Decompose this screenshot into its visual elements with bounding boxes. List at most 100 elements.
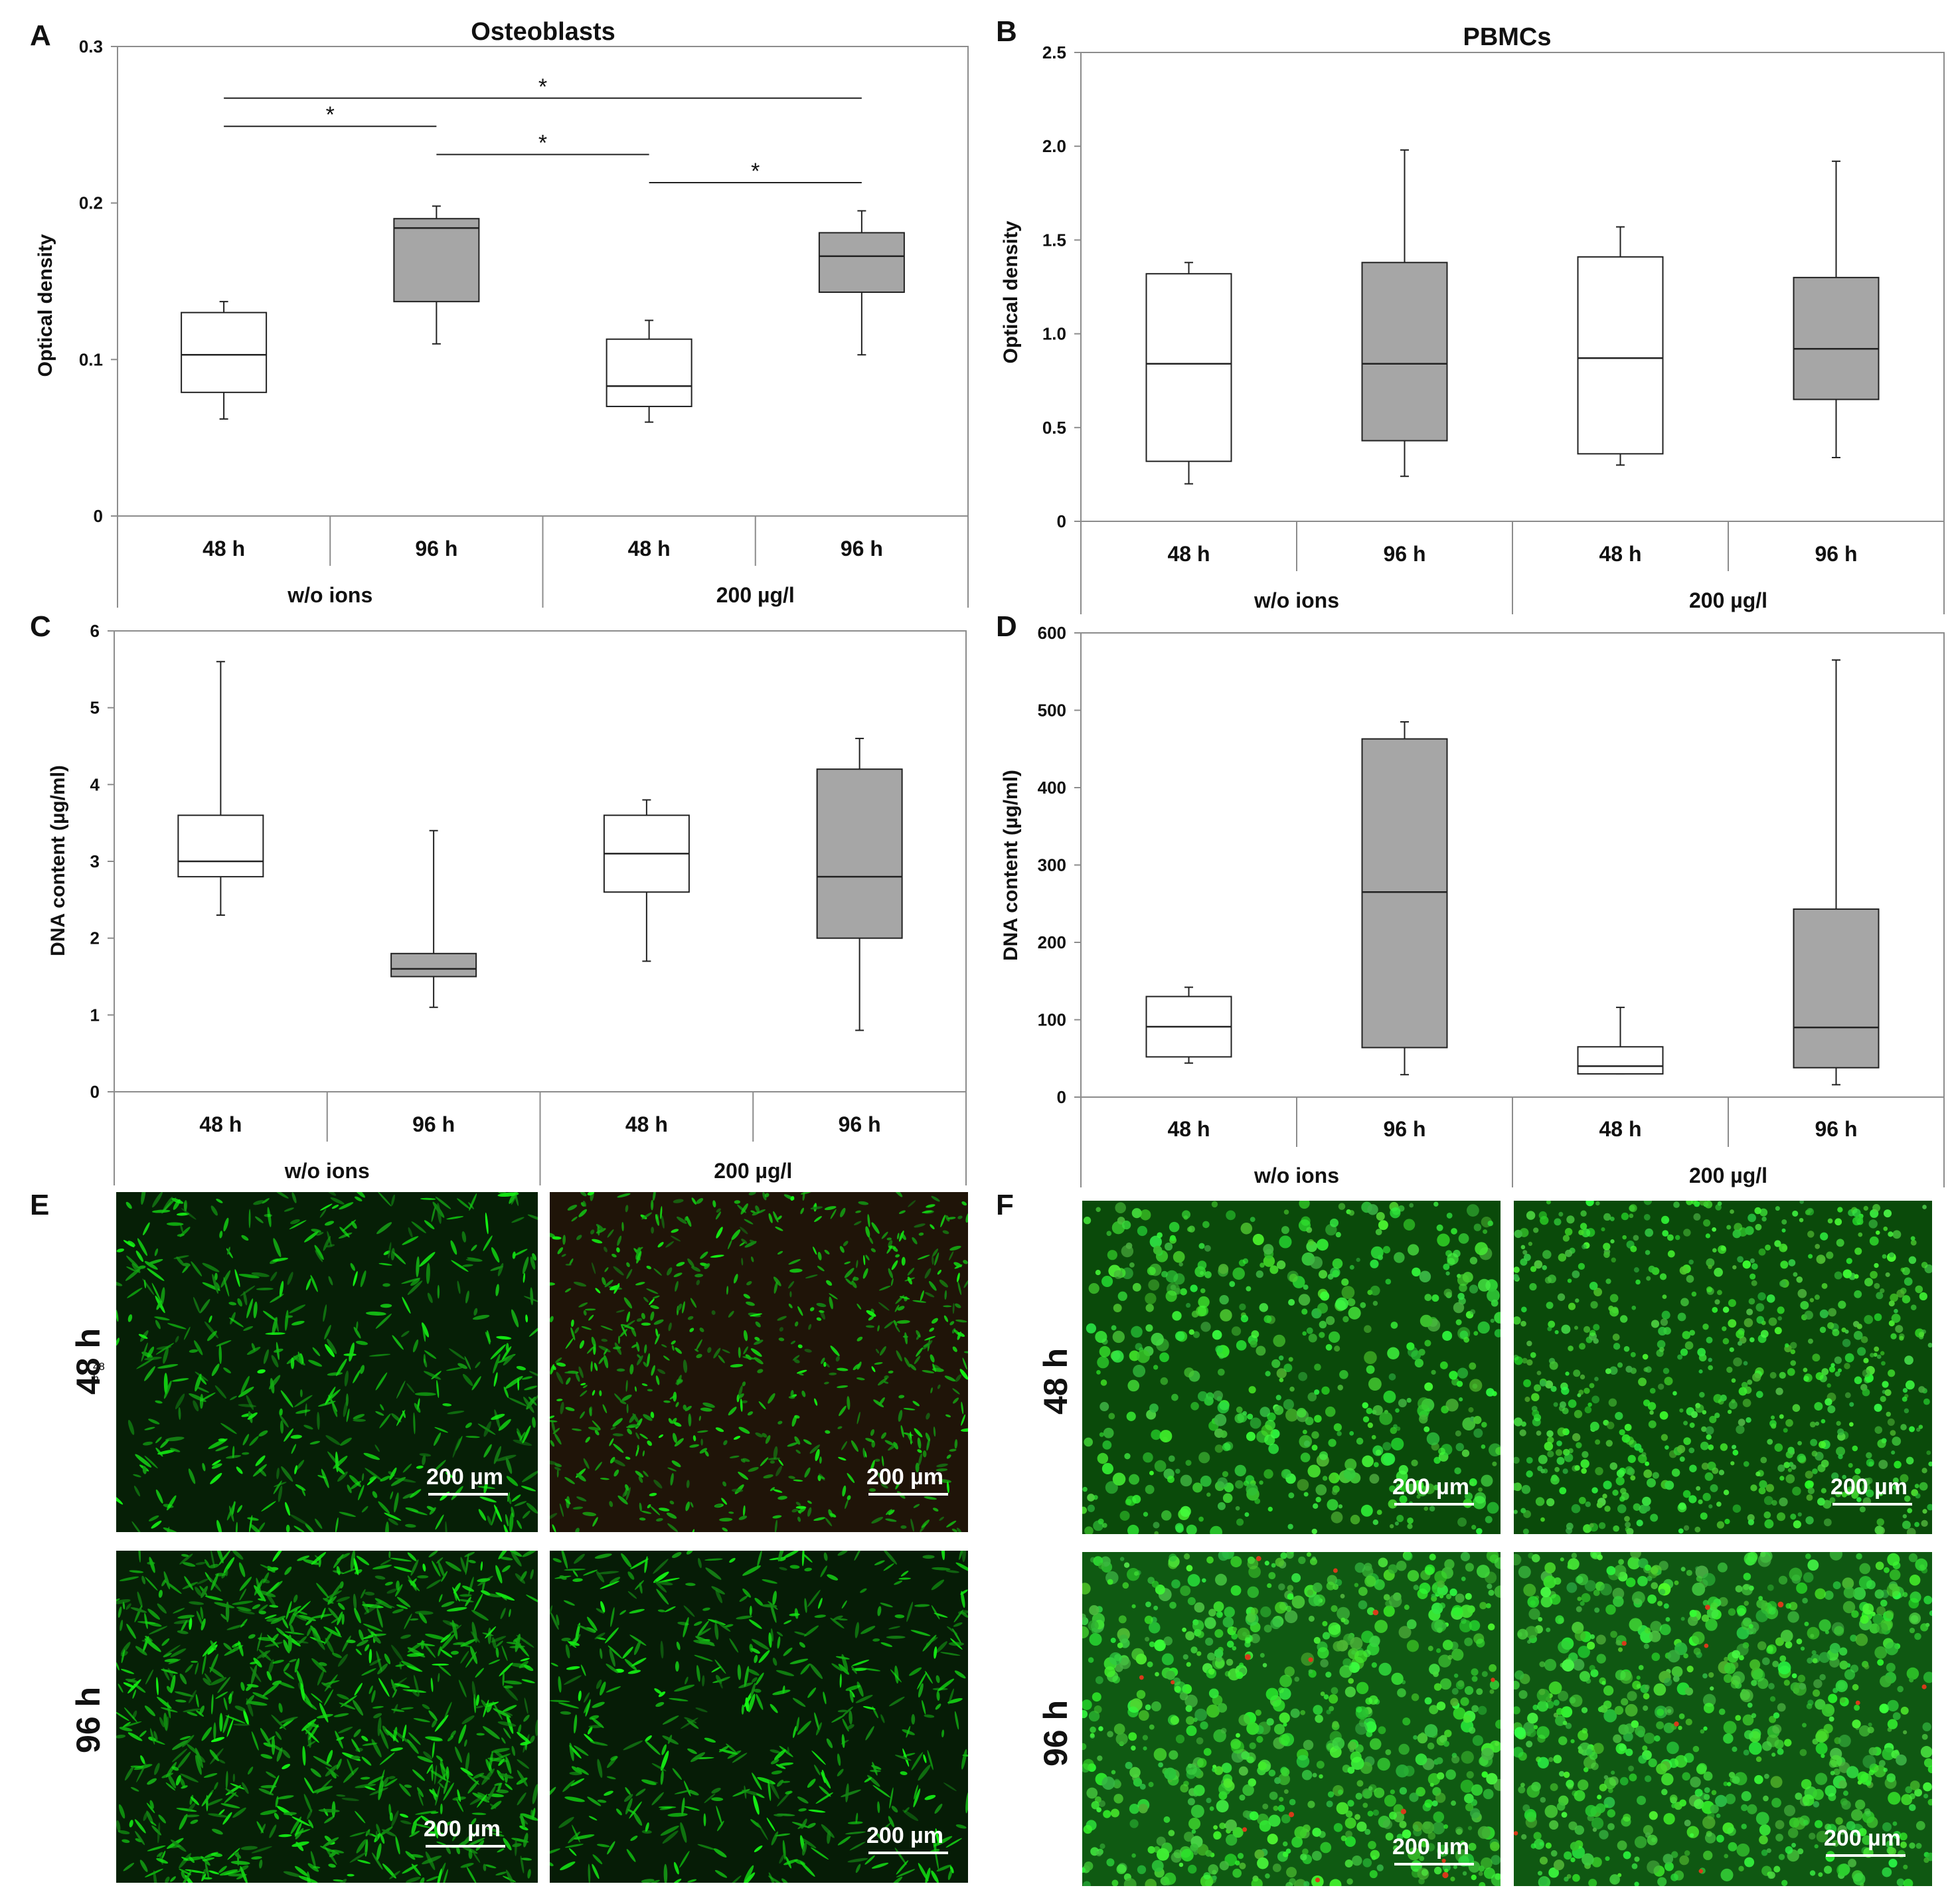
- cell: [219, 1713, 223, 1732]
- cell: [354, 1683, 363, 1696]
- cell: [578, 1366, 584, 1379]
- cell: [600, 1648, 603, 1659]
- cell: [1891, 1450, 1896, 1455]
- cell: [889, 1787, 894, 1809]
- cell: [1298, 1371, 1308, 1381]
- cell: [291, 1816, 311, 1826]
- cell: [647, 1504, 651, 1509]
- cell: [196, 1610, 203, 1626]
- cell: [565, 1263, 572, 1266]
- cell: [1582, 1450, 1589, 1458]
- cell: [361, 1473, 365, 1482]
- cell: [602, 1277, 606, 1286]
- cell: [1340, 1593, 1345, 1599]
- cell: [754, 1654, 758, 1664]
- cell: [320, 1203, 333, 1211]
- cell: [1774, 1240, 1781, 1247]
- cell: [262, 1198, 270, 1204]
- cell: [1892, 1477, 1899, 1484]
- cell: [1718, 1245, 1727, 1255]
- cell: [1449, 1371, 1458, 1380]
- cell: [1578, 1229, 1584, 1235]
- cell: [743, 1330, 748, 1341]
- cell: [955, 1824, 967, 1829]
- cell: [1185, 1302, 1191, 1308]
- cell: [907, 1276, 912, 1285]
- cell: [350, 1262, 356, 1271]
- cell: [243, 1291, 248, 1306]
- cell: [1615, 1411, 1623, 1421]
- cell: [127, 1419, 135, 1435]
- cell: [326, 1192, 337, 1196]
- cell: [1398, 1743, 1410, 1755]
- cell: [232, 1601, 254, 1605]
- cell: [803, 1625, 819, 1637]
- cell: [840, 1207, 846, 1217]
- cell: [1082, 1506, 1088, 1514]
- cell: [1341, 1286, 1355, 1300]
- x-group-label: 200 µg/l: [1689, 1164, 1767, 1187]
- cell: [1169, 1235, 1176, 1241]
- cell: [473, 1852, 481, 1863]
- cell: [1087, 1504, 1096, 1512]
- cell: [295, 1409, 311, 1414]
- cell: [437, 1868, 442, 1883]
- cell: [328, 1863, 336, 1868]
- cell: [1442, 1330, 1453, 1341]
- cell: [1471, 1525, 1477, 1530]
- cell: [1914, 1484, 1919, 1488]
- cell: [749, 1605, 752, 1616]
- cell: [144, 1705, 155, 1717]
- cell: [1214, 1444, 1224, 1453]
- cell: [1256, 1735, 1263, 1743]
- cell: [1161, 1270, 1168, 1278]
- cell: [1720, 1443, 1728, 1451]
- cell: [1398, 1626, 1412, 1639]
- cell: [308, 1724, 319, 1740]
- cell: [479, 1496, 497, 1503]
- cell: [1621, 1212, 1629, 1221]
- cell: [907, 1268, 915, 1276]
- cell: [1291, 1595, 1305, 1609]
- cell: [1716, 1521, 1724, 1529]
- cell: [471, 1631, 480, 1643]
- cell: [1259, 1407, 1271, 1417]
- cell: [1390, 1207, 1401, 1219]
- cell: [1717, 1201, 1722, 1206]
- cell: [702, 1675, 705, 1687]
- cell: [295, 1460, 305, 1470]
- cell: [214, 1782, 218, 1790]
- cell: [830, 1345, 840, 1357]
- cell: [955, 1303, 961, 1308]
- cell: [1291, 1573, 1301, 1583]
- cell: [739, 1241, 746, 1247]
- cell: [376, 1843, 382, 1861]
- cell: [1226, 1640, 1234, 1648]
- cell: [1679, 1266, 1688, 1275]
- cell: [843, 1241, 849, 1247]
- cell: [319, 1702, 329, 1723]
- cell: [804, 1467, 811, 1478]
- cell: [613, 1469, 619, 1477]
- cell: [147, 1268, 165, 1281]
- cell: [392, 1727, 398, 1741]
- cell: [283, 1662, 290, 1672]
- cell: [1679, 1456, 1685, 1462]
- cell: [1883, 1226, 1888, 1231]
- cell: [121, 1668, 135, 1674]
- cell: [715, 1427, 724, 1432]
- cell: [1402, 1717, 1411, 1726]
- cell: [1370, 1635, 1380, 1646]
- cell: [1288, 1492, 1295, 1499]
- cell: [310, 1274, 318, 1292]
- cell: [1841, 1492, 1848, 1498]
- cell: [1100, 1379, 1107, 1386]
- cell: [116, 1734, 126, 1739]
- cell: [728, 1239, 732, 1250]
- cell: [1115, 1733, 1128, 1745]
- cell: [1089, 1632, 1102, 1646]
- cell: [1102, 1523, 1107, 1528]
- cell: [523, 1664, 534, 1672]
- cell: [338, 1232, 353, 1239]
- cell: [768, 1780, 772, 1801]
